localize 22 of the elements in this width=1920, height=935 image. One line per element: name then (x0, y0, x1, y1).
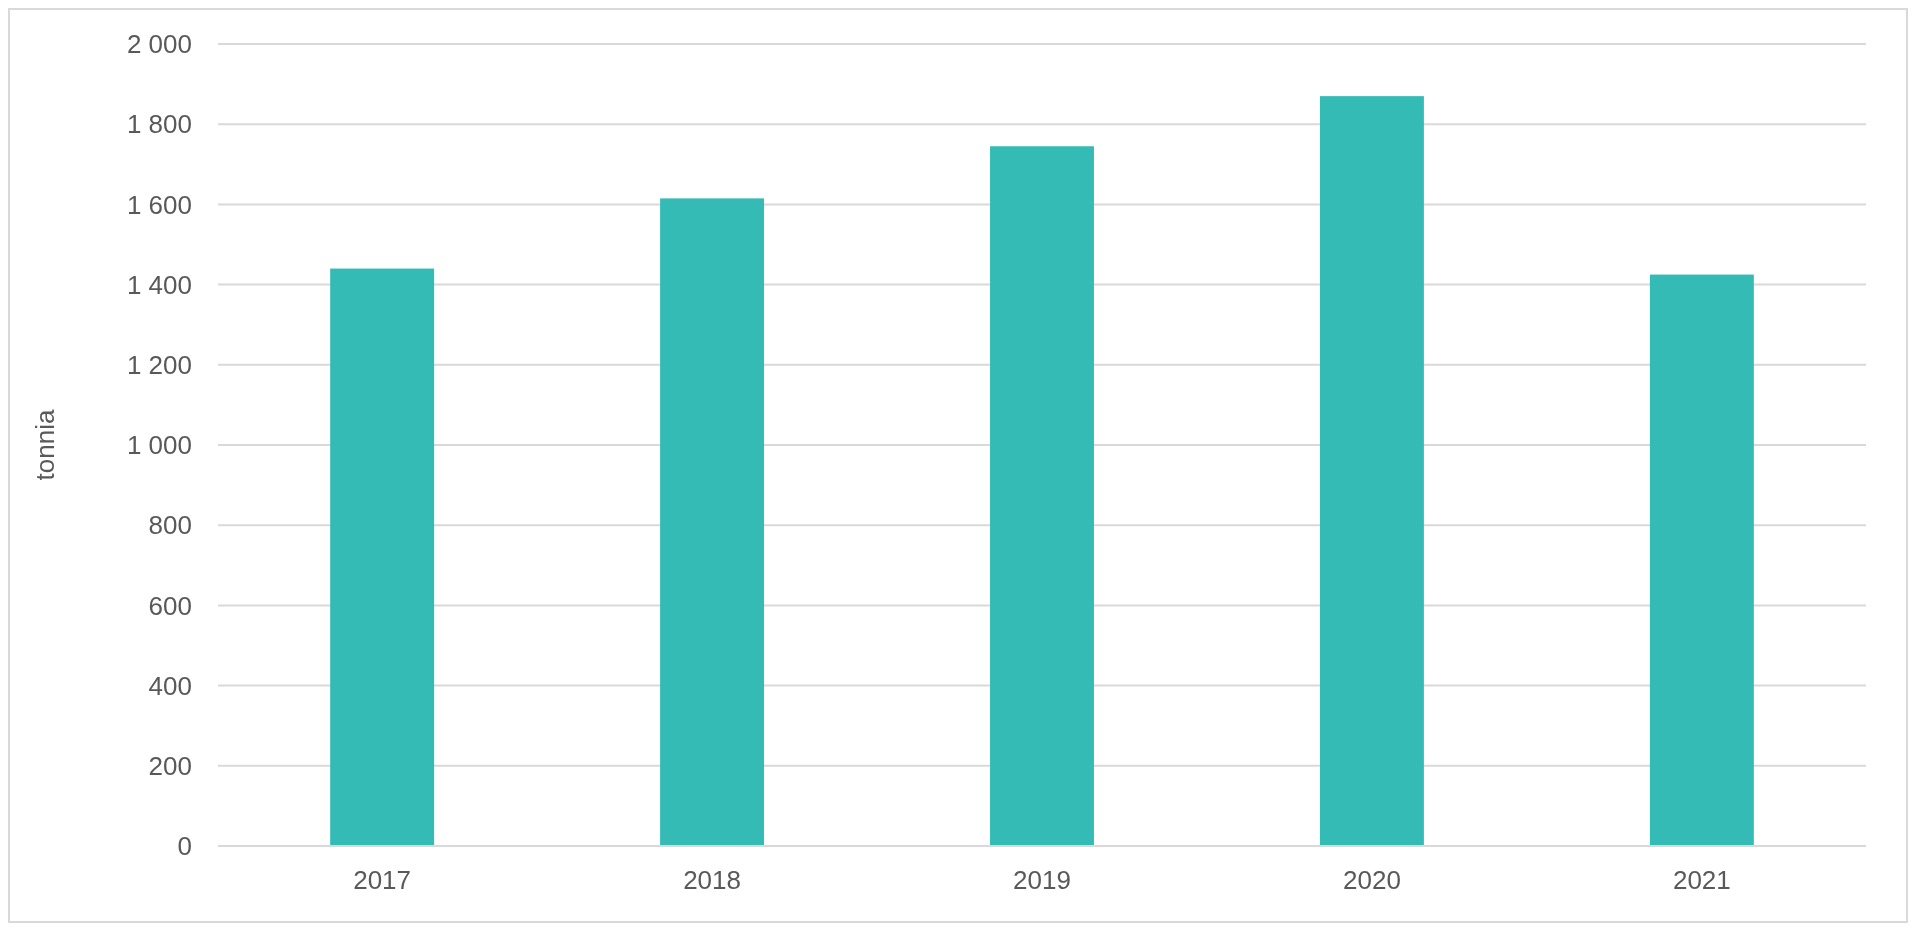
bar (660, 198, 765, 846)
x-tick-label: 2019 (1013, 865, 1071, 895)
y-tick-label: 2 000 (126, 29, 192, 60)
bar (990, 146, 1094, 846)
x-tick-label: 2018 (683, 865, 741, 895)
y-tick-label: 400 (148, 670, 192, 701)
y-tick-label: 800 (148, 510, 192, 541)
x-tick-label: 2020 (1343, 865, 1401, 895)
x-tick-label: 2017 (353, 865, 412, 895)
bar (330, 268, 435, 846)
bar (1649, 274, 1754, 846)
y-axis-title: tonnia (30, 409, 60, 481)
y-tick-label: 1 000 (126, 430, 192, 461)
bar (1319, 96, 1424, 846)
y-tick-label: 1 600 (126, 189, 192, 220)
y-tick-label: 1 800 (126, 109, 192, 140)
y-tick-label: 200 (148, 750, 192, 781)
y-tick-label: 0 (177, 831, 192, 862)
y-tick-label: 1 200 (126, 349, 192, 380)
y-tick-label: 1 400 (126, 269, 192, 300)
y-tick-label: 600 (148, 590, 192, 621)
x-tick-label: 2021 (1672, 865, 1731, 895)
